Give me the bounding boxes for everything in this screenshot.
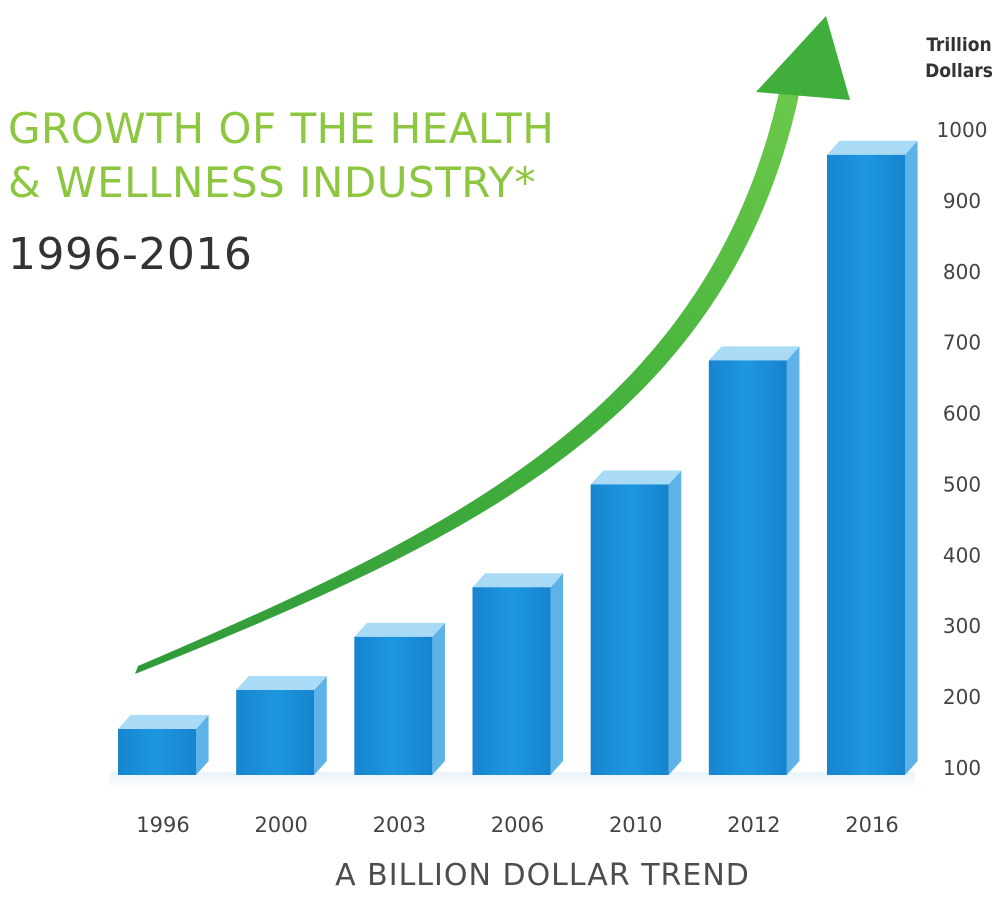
y-tick-label: 800 [943, 260, 981, 284]
bar-front [590, 484, 669, 775]
y-axis-unit-line-1: Trillion [926, 34, 992, 56]
bar-top [827, 140, 918, 155]
x-tick-label: 1996 [136, 813, 189, 837]
y-tick-label: 100 [943, 756, 981, 780]
x-tick-label: 2006 [491, 813, 544, 837]
y-axis-unit-line-2: Dollars [925, 60, 993, 82]
bar-top [236, 676, 327, 691]
x-tick-label: 2010 [609, 813, 662, 837]
bar-front [827, 154, 905, 776]
x-tick-labels: 1996 2000 2003 2006 2010 2012 2016 [136, 813, 898, 837]
x-tick-label: 2016 [845, 813, 898, 837]
x-tick-label: 2012 [727, 813, 780, 837]
bar-top [118, 715, 209, 730]
chart-footer-caption: A BILLION DOLLAR TREND [335, 858, 750, 893]
growth-arrow-head [756, 16, 850, 100]
y-tick-label: 700 [943, 331, 981, 355]
bar-side [550, 573, 564, 775]
y-tick-labels: 100 200 300 400 500 600 700 800 900 1000 [937, 118, 988, 780]
y-tick-label: 900 [943, 189, 981, 213]
bar-side [432, 622, 445, 775]
bar-2010 [590, 470, 682, 775]
bar-front [354, 636, 433, 775]
bars-group [118, 140, 918, 776]
y-axis-unit-label: Trillion Dollars [918, 32, 1000, 84]
y-tick-label: 1000 [937, 118, 988, 142]
y-tick-label: 400 [943, 543, 981, 567]
bar-front [708, 360, 787, 775]
bar-front [118, 729, 196, 775]
bar-1996 [118, 715, 209, 775]
bar-top [590, 470, 682, 485]
chart-title-line-1: GROWTH OF THE HEALTH [8, 104, 555, 153]
bar-2006 [472, 573, 564, 775]
x-tick-label: 2000 [254, 813, 307, 837]
bar-front [236, 690, 315, 775]
y-tick-label: 500 [943, 472, 981, 496]
bar-2016 [827, 140, 918, 776]
floor-shadow [110, 772, 915, 790]
bar-front [472, 587, 551, 775]
chart-date-range: 1996-2016 [8, 229, 253, 280]
bar-side [905, 140, 918, 776]
bar-top [708, 346, 800, 361]
bar-2000 [236, 676, 327, 775]
growth-arrow-shaft [135, 88, 800, 674]
bar-side [668, 470, 682, 775]
bar-2003 [354, 622, 445, 775]
x-tick-label: 2003 [373, 813, 426, 837]
bar-top [354, 622, 445, 637]
bar-side [314, 676, 327, 775]
bar-2012 [708, 346, 800, 775]
bar-side [196, 715, 209, 775]
chart-title-line-2: & WELLNESS INDUSTRY* [8, 158, 536, 207]
y-tick-label: 300 [943, 614, 981, 638]
growth-arrow-icon [135, 16, 850, 674]
y-tick-label: 200 [943, 685, 981, 709]
y-tick-label: 600 [943, 402, 981, 426]
bar-side [786, 346, 800, 775]
bar-top [472, 573, 564, 588]
